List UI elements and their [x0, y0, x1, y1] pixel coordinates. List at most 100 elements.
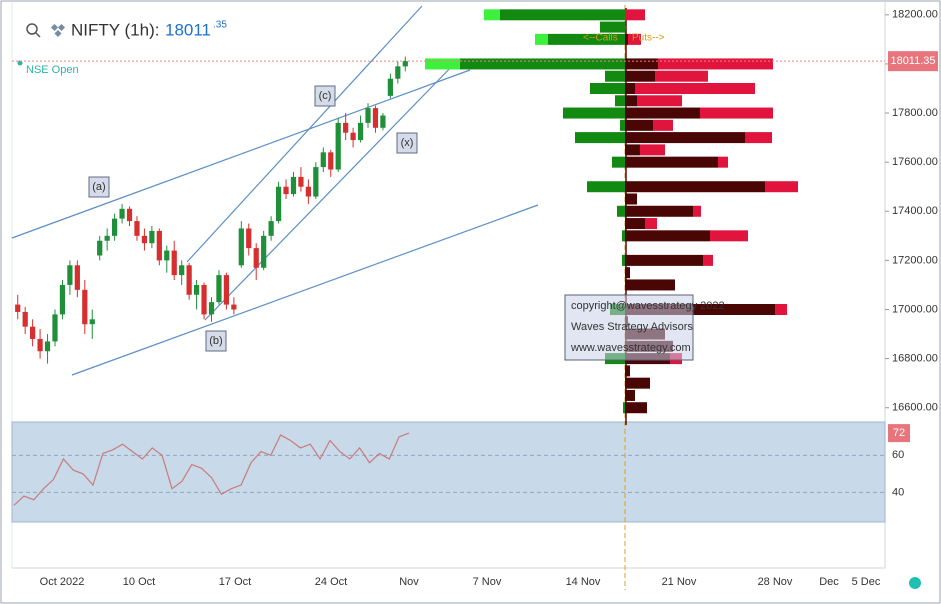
oi-bar — [460, 58, 625, 70]
y-tick-label: 18200.00 — [892, 9, 938, 21]
candle-body — [156, 230, 162, 261]
annotation-box — [88, 176, 110, 198]
oi-bar — [617, 205, 625, 217]
oi-bar — [575, 132, 625, 144]
oi-bar — [625, 365, 630, 377]
status-dot — [17, 60, 23, 66]
trend-line — [186, 5, 423, 263]
candle-body — [22, 311, 28, 327]
candle-body — [52, 314, 58, 342]
oi-bar — [625, 402, 647, 414]
annotation: (x) — [401, 137, 414, 149]
oi-bar — [625, 144, 640, 156]
candle-body — [395, 66, 401, 79]
oi-bar — [745, 132, 772, 144]
oi-bar — [625, 119, 653, 131]
oi-bar — [645, 218, 657, 230]
candle-body — [171, 250, 177, 276]
y-tick-label: 16800.00 — [892, 353, 938, 365]
oi-bar — [548, 33, 625, 45]
candle-body — [216, 275, 222, 303]
rsi-line — [13, 432, 410, 506]
candle-body — [283, 186, 289, 195]
oi-bar — [615, 95, 625, 107]
x-tick-label: 21 Nov — [662, 576, 697, 588]
oi-bar — [625, 132, 745, 144]
oi-bar — [625, 254, 703, 266]
candle-body — [402, 61, 408, 67]
oi-bar — [535, 33, 548, 45]
trend-lines — [11, 5, 539, 376]
oi-bar — [620, 119, 625, 131]
candle-body — [223, 275, 230, 305]
puts-label: Puts--> — [632, 33, 665, 44]
x-tick-label: 10 Oct — [123, 576, 155, 588]
oi-bar — [637, 95, 682, 107]
oi-bar — [775, 303, 787, 315]
x-tick-label: 17 Oct — [219, 576, 251, 588]
x-tick-label: Nov — [399, 576, 419, 588]
candle-body — [246, 228, 252, 249]
y-tick-label: 16600.00 — [892, 402, 938, 414]
oi-bar — [625, 9, 645, 21]
oi-bar — [710, 230, 748, 242]
candle-body — [89, 319, 95, 325]
rsi-tag — [888, 424, 910, 443]
y-tick-label: 60 — [892, 449, 904, 461]
x-tick-label: 28 Nov — [758, 576, 793, 588]
candle-body — [164, 250, 170, 261]
watermark-box — [564, 294, 694, 361]
oi-bar — [640, 144, 665, 156]
oi-bar — [625, 107, 700, 119]
candle-body — [275, 186, 282, 222]
symbol: NIFTY (1h): — [71, 20, 159, 39]
candle-body — [313, 167, 319, 197]
oi-bar — [693, 205, 701, 217]
candle-body — [387, 78, 393, 96]
oi-bar — [625, 33, 628, 45]
oi-bar — [612, 156, 625, 168]
candle-body — [30, 326, 36, 339]
candle-body — [253, 248, 259, 268]
candle-body — [193, 284, 200, 295]
oi-bar — [563, 107, 625, 119]
annotation-box — [396, 132, 418, 154]
trend-line — [11, 69, 471, 239]
candle-body — [15, 304, 21, 312]
candle-body — [104, 235, 110, 241]
candle-body — [372, 108, 379, 128]
candle-body — [119, 208, 125, 219]
candle-body — [320, 152, 326, 168]
x-tick-label: 7 Nov — [473, 576, 502, 588]
oi-bar — [500, 9, 625, 21]
candle-body — [74, 265, 80, 290]
y-tick-label: 17400.00 — [892, 205, 938, 217]
y-tick-label: 40 — [892, 486, 904, 498]
oi-bar — [625, 230, 710, 242]
y-tick-label: 17000.00 — [892, 303, 938, 315]
candle-body — [201, 284, 207, 315]
oi-bar — [622, 230, 625, 242]
candle-body — [82, 289, 88, 325]
price-tag — [888, 51, 938, 72]
watermark-text: Waves Strategy Advisors — [571, 321, 693, 333]
oi-bar — [625, 70, 655, 82]
candle-body — [67, 265, 73, 285]
annotation-box — [205, 330, 227, 352]
annotation: (c) — [319, 90, 332, 102]
oi-bar — [700, 107, 773, 119]
oi-bar — [484, 9, 500, 21]
oi-bar — [625, 377, 650, 389]
oi-bar — [653, 119, 673, 131]
trend-line — [204, 59, 459, 321]
oi-bar — [655, 70, 708, 82]
oi-bar — [625, 82, 635, 94]
oi-bar — [635, 82, 755, 94]
oi-bar — [765, 181, 798, 193]
oi-bar — [625, 156, 718, 168]
oi-bar — [718, 156, 728, 168]
candle-body — [112, 218, 118, 236]
search-icon — [26, 23, 38, 35]
calls-label: <--Calls — [583, 33, 618, 44]
